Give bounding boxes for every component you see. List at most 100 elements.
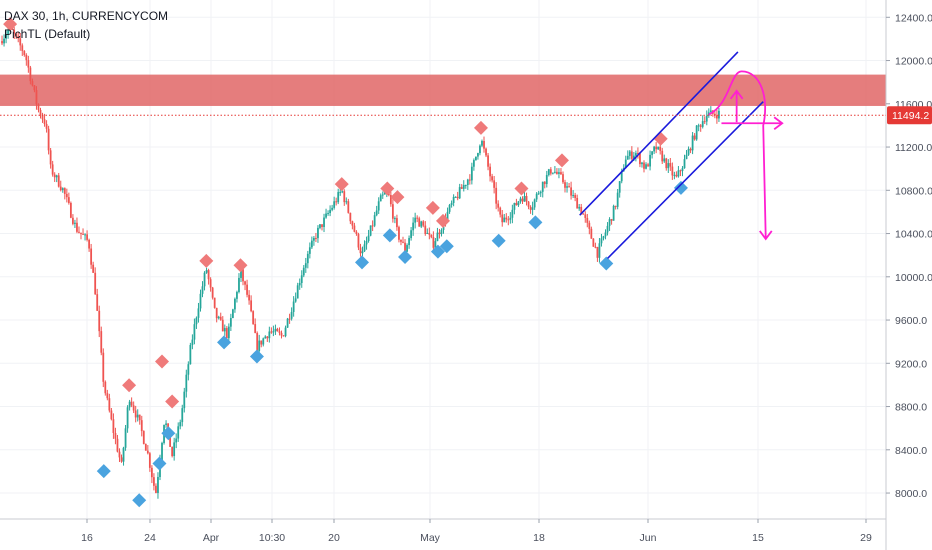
candle-body	[412, 222, 415, 231]
candle-body	[574, 195, 577, 198]
candle-body	[558, 172, 560, 174]
candle-body	[231, 309, 234, 318]
candle-body	[98, 310, 101, 332]
time-axis[interactable]: 16 24 Apr 10:30 20 May 18 Jun 15 29	[0, 518, 886, 544]
candle-body	[645, 164, 647, 169]
candle-body	[687, 148, 690, 155]
candle-body	[665, 158, 668, 169]
pivot-high-marker	[380, 181, 395, 196]
candle-body	[626, 155, 629, 160]
candle-body	[173, 442, 176, 457]
candle-body	[329, 209, 331, 214]
candle-body	[375, 210, 378, 216]
candle-body	[503, 217, 506, 223]
candle-body	[432, 237, 435, 248]
candle-body	[94, 272, 97, 295]
candle-body	[120, 457, 123, 462]
candle-body	[252, 311, 255, 325]
candle-body	[90, 248, 93, 265]
candle-body	[201, 286, 204, 294]
candle-body	[677, 170, 680, 177]
candle-body	[183, 391, 186, 409]
candle-body	[398, 227, 400, 240]
candle-body	[33, 85, 36, 91]
last-price: 11494.2	[0, 106, 932, 125]
candle-body	[586, 217, 589, 223]
candle-body	[521, 198, 524, 202]
candle-body	[207, 270, 210, 280]
candle-body	[153, 477, 155, 486]
pivot-high-marker	[3, 17, 18, 32]
candle-body	[215, 307, 218, 319]
price-tick-label: 8000.0	[895, 488, 927, 500]
time-tick-label: Jun	[640, 532, 657, 544]
candle-body	[383, 192, 386, 195]
candle-body	[551, 172, 554, 174]
candle-body	[319, 224, 321, 228]
projection-arc-path	[708, 70, 767, 239]
projection-right-arrowhead	[773, 116, 784, 130]
candle-body	[29, 67, 32, 82]
candle-body	[353, 225, 356, 232]
candle-body	[462, 185, 465, 189]
candle-body	[572, 195, 575, 197]
candle-body	[286, 318, 289, 328]
candle-body	[466, 179, 469, 185]
candle-body	[296, 285, 299, 299]
time-tick-label: Apr	[203, 532, 220, 544]
candle-body	[191, 339, 194, 345]
candle-body	[458, 187, 461, 199]
candle-body	[580, 206, 583, 214]
pivot-high-marker	[165, 394, 180, 409]
candle-body	[349, 212, 352, 222]
candle-body	[501, 214, 504, 223]
candle-body	[709, 110, 712, 113]
pivot-high-marker	[514, 181, 529, 196]
candle-body	[65, 193, 68, 198]
candle-body	[84, 234, 86, 236]
candle-body	[517, 201, 520, 206]
price-tick-label: 10400.0	[895, 229, 932, 241]
candle-body	[195, 317, 198, 325]
candle-body	[339, 191, 342, 193]
price-axis[interactable]: 12400.012000.011600.011200.010800.010400…	[885, 0, 932, 550]
price-tick-label: 11200.0	[895, 142, 932, 154]
candle-body	[114, 432, 117, 439]
candle-body	[217, 316, 220, 319]
pivot-low-marker	[439, 239, 454, 254]
candle-body	[345, 201, 348, 203]
candle-body	[221, 319, 224, 332]
candle-body	[308, 247, 311, 254]
candle-body	[312, 237, 315, 241]
pivot-high-marker	[554, 153, 569, 168]
candle-body	[108, 398, 111, 411]
symbol-title[interactable]: DAX 30, 1h, CURRENCYCOM	[4, 9, 169, 23]
candle-body	[165, 423, 167, 425]
pivot-low-marker	[599, 256, 614, 271]
candle-body	[130, 401, 133, 406]
candle-body	[347, 201, 350, 213]
candle-body	[718, 110, 720, 119]
candle-body	[610, 219, 613, 221]
candle-body	[5, 34, 7, 39]
candle-body	[369, 225, 372, 236]
candle-body	[422, 221, 425, 226]
candle-body	[578, 206, 581, 209]
candle-body	[701, 121, 704, 127]
candle-body	[691, 135, 694, 151]
candle-body	[699, 125, 702, 127]
indicator-label[interactable]: PichTL (Default)	[4, 27, 91, 41]
pivot-high-marker	[233, 258, 248, 273]
candle-body	[169, 430, 172, 447]
pivot-low-marker	[249, 349, 264, 364]
trend-channel	[579, 51, 764, 259]
candle-body	[39, 109, 42, 116]
candle-body	[359, 247, 362, 254]
candle-body	[705, 115, 708, 122]
candle-body	[537, 193, 540, 195]
candle-body	[72, 217, 74, 224]
candle-body	[600, 238, 603, 244]
candle-body	[67, 197, 70, 203]
candle-body	[116, 438, 119, 452]
